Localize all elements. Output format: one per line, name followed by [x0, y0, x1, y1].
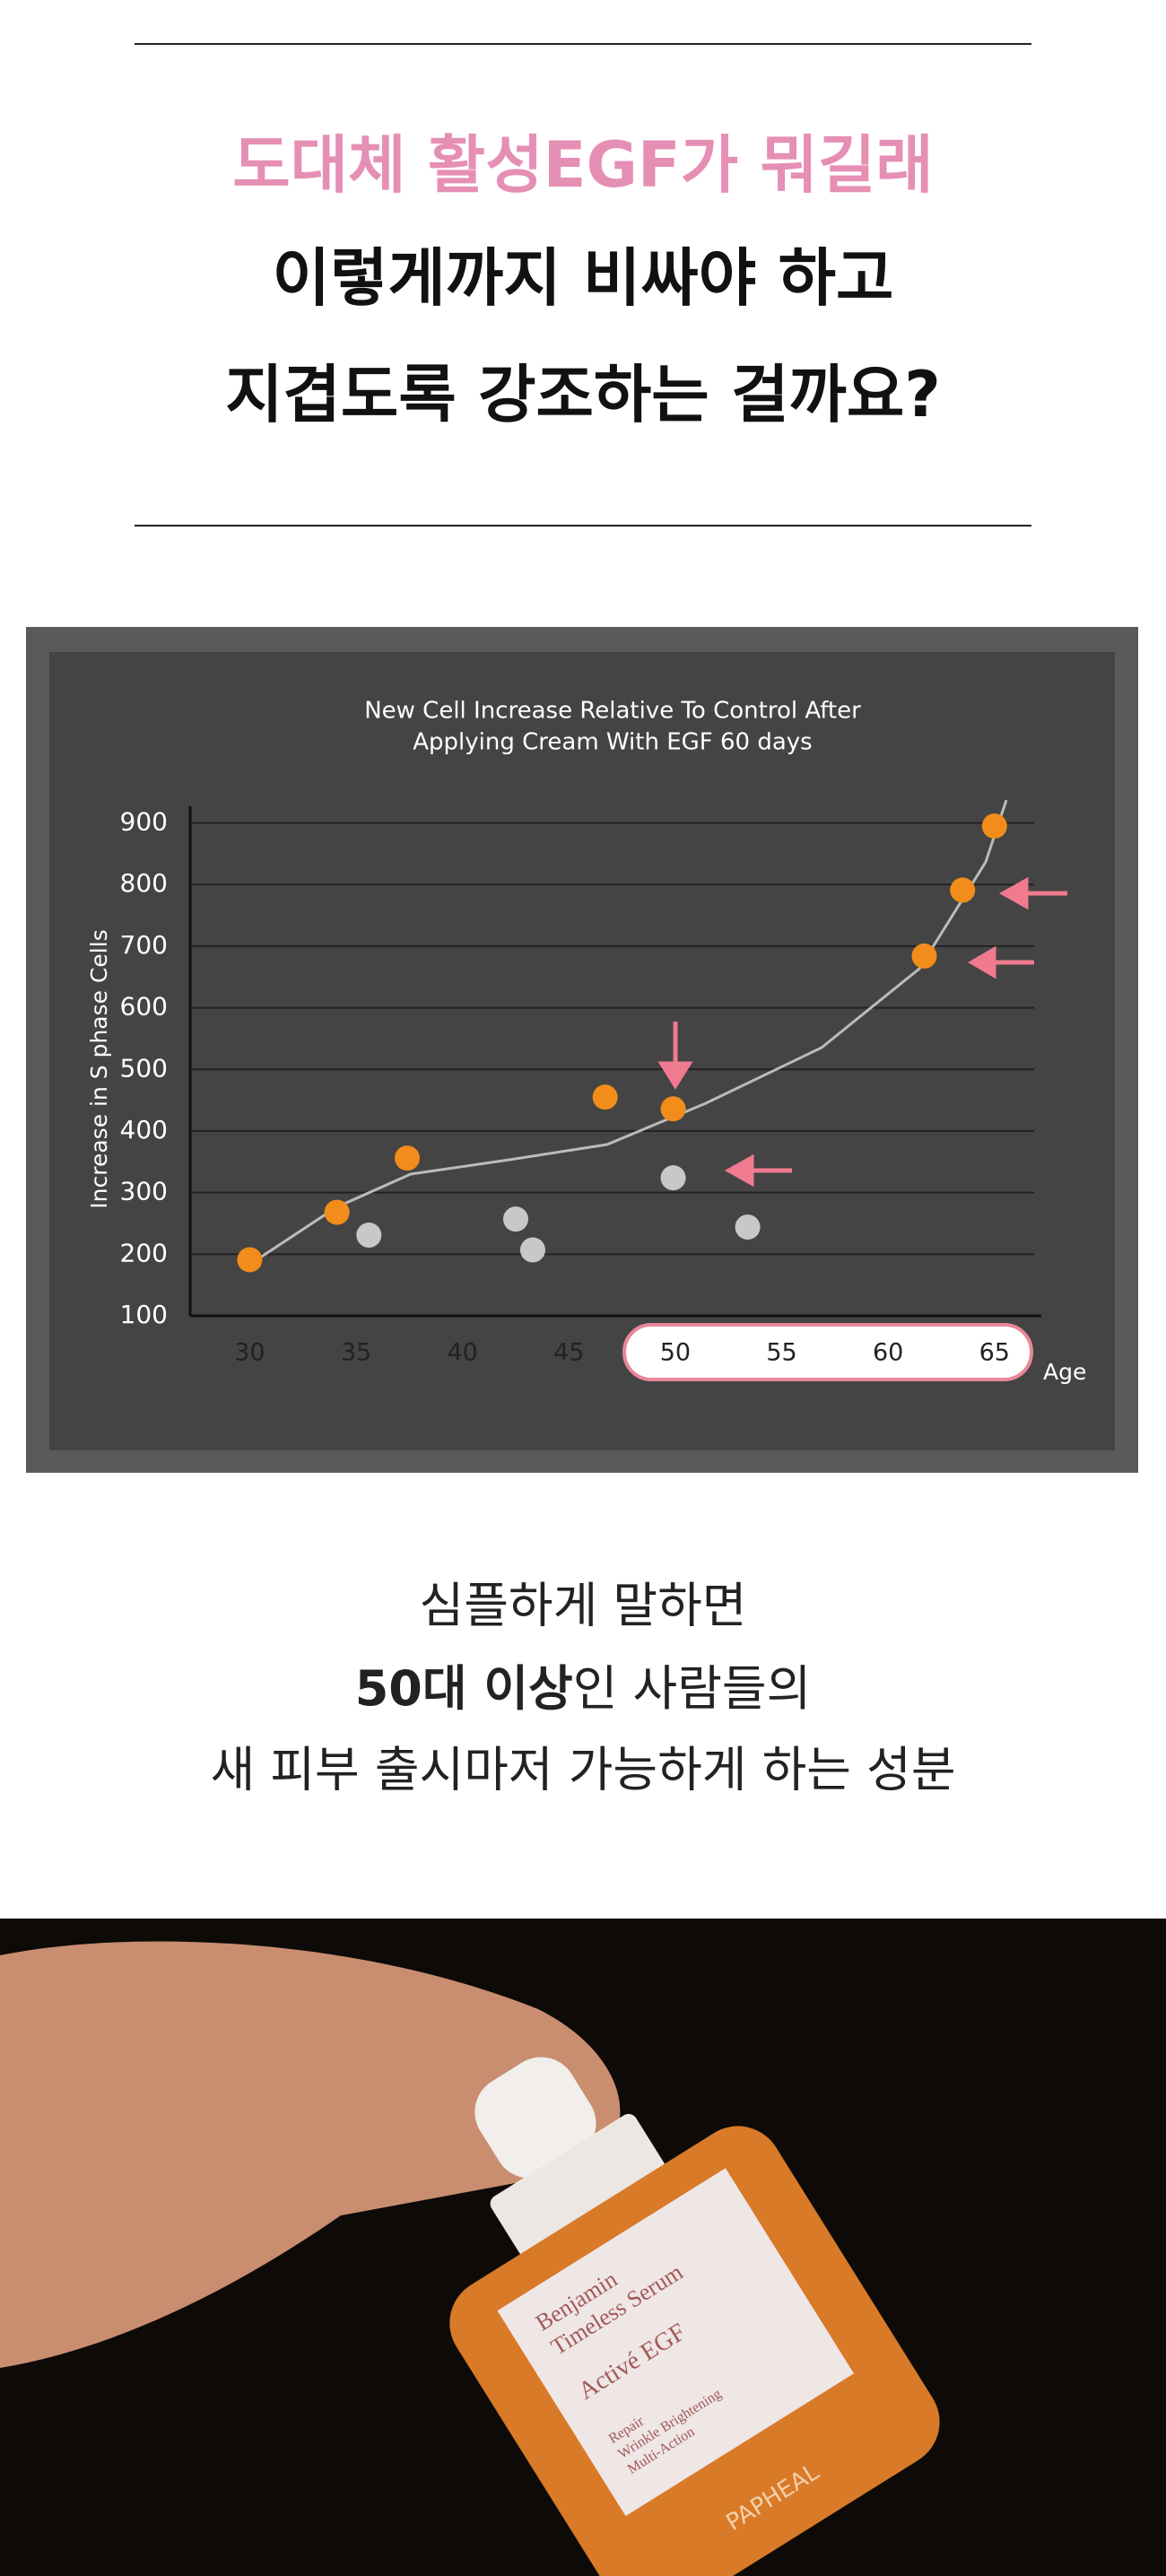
x-tick-label: 45 — [553, 1339, 584, 1367]
x-tick-label: 50 — [660, 1339, 691, 1367]
y-tick-label: 600 — [120, 992, 168, 1022]
body-text: 50대 이상인 사람들의 — [355, 1660, 812, 1717]
body-text: 심플하게 말하면 — [420, 1578, 747, 1634]
y-tick-label: 900 — [120, 807, 168, 837]
y-tick-label: 800 — [120, 868, 168, 898]
y-tick-label: 500 — [120, 1053, 168, 1083]
y-tick-label: 200 — [120, 1238, 168, 1267]
point — [911, 943, 937, 969]
age-highlight — [622, 1323, 1033, 1381]
point — [950, 877, 976, 903]
x-tick-label: 65 — [979, 1339, 1010, 1367]
y-tick-label: 100 — [120, 1300, 168, 1329]
y-axis-label: Increase in S phase Cells — [86, 929, 112, 1208]
x-tick-label: 60 — [873, 1339, 903, 1367]
point — [735, 1214, 761, 1240]
product-photo: Benjamin Timeless Serum Activé EGF Repai… — [0, 1919, 1166, 2576]
x-tick-label: 30 — [234, 1339, 265, 1367]
x-tick-label: 55 — [766, 1339, 796, 1367]
body-text-part: 인 사람들의 — [573, 1660, 812, 1717]
point — [592, 1084, 618, 1110]
headline: 이렇게까지 비싸야 하고 — [273, 241, 894, 315]
point — [394, 1145, 420, 1171]
body-text: 새 피부 출시마저 가능하게 하는 성분 — [210, 1742, 955, 1798]
x-tick-label: 35 — [341, 1339, 371, 1367]
chart-panel — [49, 652, 1115, 1450]
body-emphasis: 50대 이상 — [355, 1660, 573, 1717]
point — [502, 1206, 528, 1232]
chart-title: New Cell Increase Relative To Control Af… — [364, 698, 861, 725]
point — [981, 813, 1007, 839]
trend-curve — [248, 799, 1008, 1266]
x-axis-label: Age — [1043, 1359, 1086, 1385]
y-tick-label: 700 — [120, 930, 168, 960]
point — [356, 1223, 382, 1249]
point — [519, 1237, 545, 1263]
x-tick-label: 40 — [448, 1339, 478, 1367]
chart-title: Applying Cream With EGF 60 days — [413, 729, 812, 756]
point — [660, 1096, 686, 1122]
point — [237, 1247, 263, 1273]
headline: 지겹도록 강조하는 걸까요? — [225, 358, 941, 431]
point — [324, 1199, 350, 1225]
arrows — [657, 876, 1067, 1188]
chart: New Cell Increase Relative To Control Af… — [26, 627, 1138, 1473]
headline-pink: 도대체 활성EGF가 뭐길래 — [232, 128, 933, 202]
y-tick-label: 300 — [120, 1177, 168, 1206]
point — [660, 1165, 686, 1191]
y-tick-label: 400 — [120, 1115, 168, 1144]
